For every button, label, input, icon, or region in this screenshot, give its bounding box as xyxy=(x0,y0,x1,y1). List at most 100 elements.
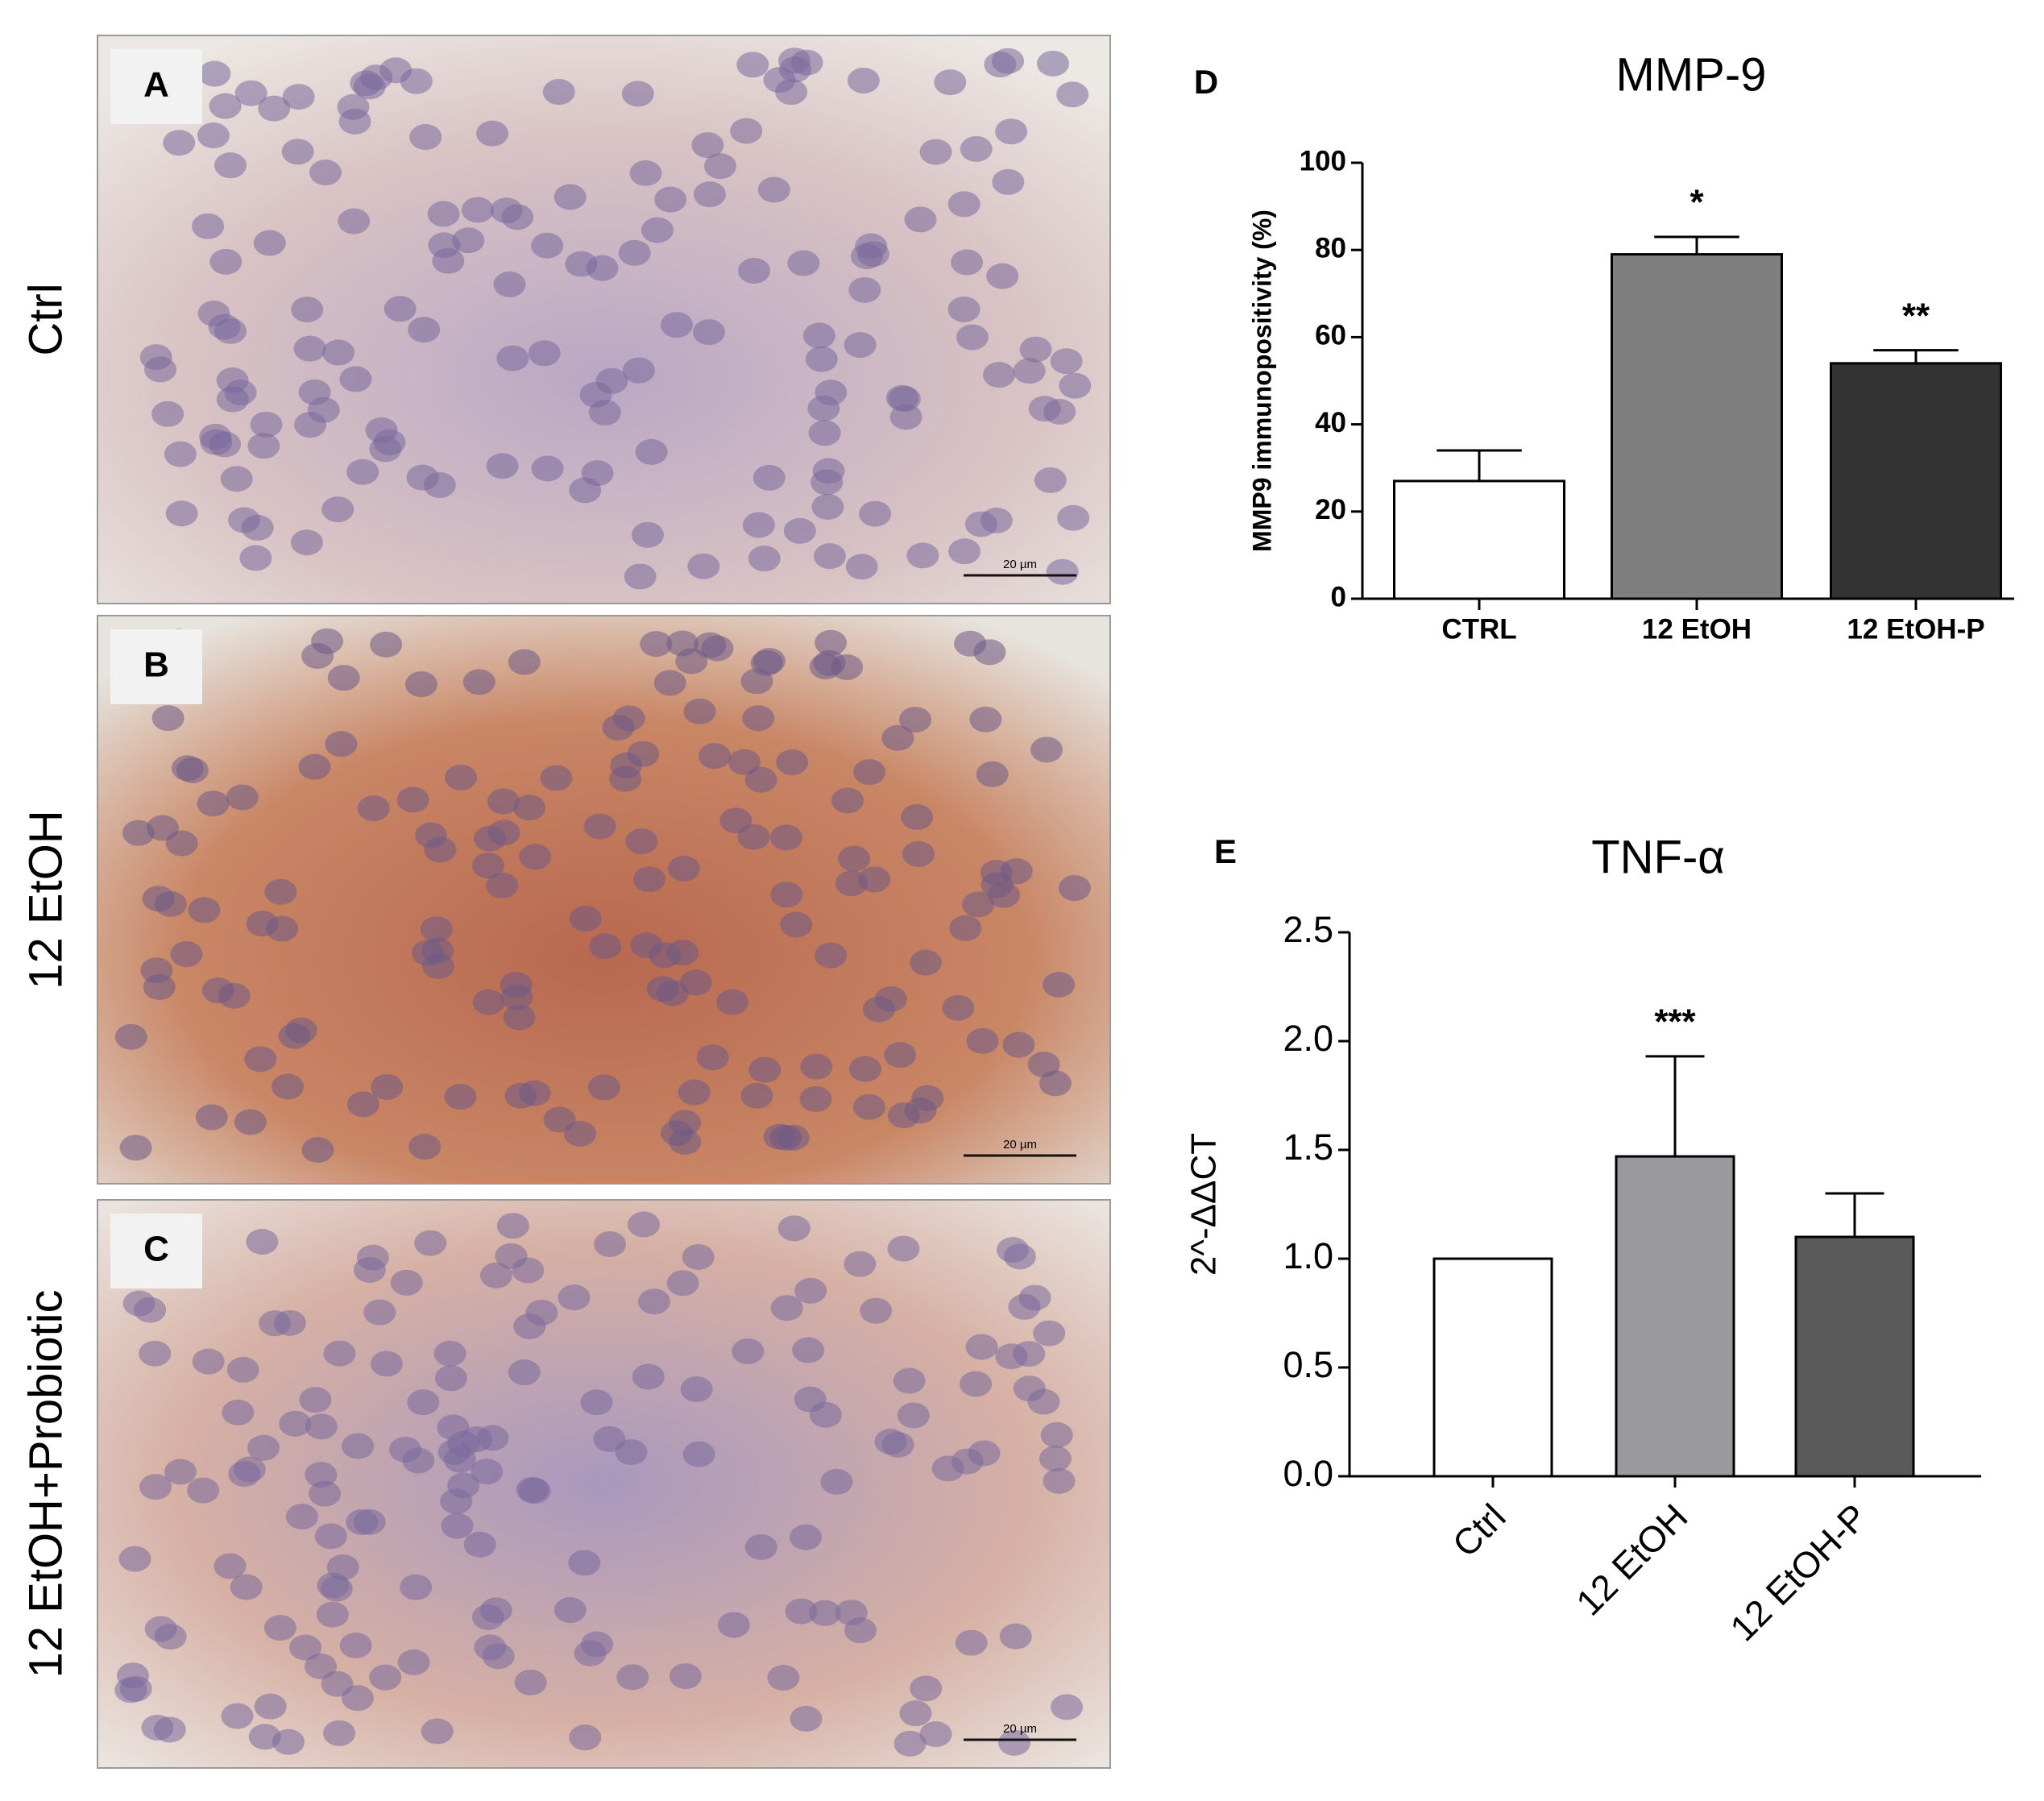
nucleus xyxy=(776,749,809,776)
nucleus xyxy=(228,1461,261,1488)
nucleus xyxy=(379,57,413,84)
nucleus xyxy=(192,213,225,239)
nucleus xyxy=(433,1340,466,1367)
nucleus xyxy=(247,1434,280,1461)
chart-title: TNF-α xyxy=(1591,831,1725,883)
nucleus xyxy=(988,882,1021,908)
nucleus xyxy=(770,1295,803,1322)
nucleus xyxy=(170,941,203,968)
nucleus xyxy=(1034,467,1067,494)
nucleus xyxy=(496,1213,529,1239)
nucleus xyxy=(114,1023,147,1050)
nucleus xyxy=(503,1004,536,1031)
nucleus xyxy=(479,1262,512,1289)
nucleus xyxy=(531,232,564,259)
scale-bar-label: 20 µm xyxy=(1003,1138,1037,1152)
nucleus xyxy=(1013,358,1046,384)
nucleus xyxy=(899,1700,932,1727)
nucleus xyxy=(291,297,324,323)
nucleus xyxy=(264,878,297,905)
nucleus xyxy=(693,181,726,208)
nucleus xyxy=(893,1730,927,1757)
nucleus xyxy=(1019,336,1052,363)
nucleus xyxy=(209,248,243,275)
nucleus xyxy=(1033,1320,1066,1347)
nucleus xyxy=(1058,875,1091,902)
nucleus xyxy=(197,122,230,149)
nucleus xyxy=(947,296,981,322)
nucleus xyxy=(815,629,848,656)
nucleus xyxy=(476,120,509,147)
row-label: 12 EtOH+Probiotic xyxy=(19,1290,72,1679)
nucleus xyxy=(151,400,184,427)
nucleus xyxy=(635,438,668,465)
nucleus xyxy=(141,1714,174,1741)
nucleus xyxy=(339,366,372,392)
nucleus xyxy=(258,95,291,122)
letter-box xyxy=(110,49,202,124)
nucleus xyxy=(687,553,720,579)
nucleus xyxy=(692,319,725,346)
nucleus xyxy=(516,1476,549,1503)
nucleus xyxy=(587,1074,620,1101)
nucleus xyxy=(954,630,987,657)
nucleus xyxy=(543,1106,576,1133)
scale-bar-label: 20 µm xyxy=(1003,1722,1037,1736)
nucleus xyxy=(847,67,880,93)
nucleus xyxy=(195,1104,228,1131)
nucleus xyxy=(794,1277,827,1304)
nucleus xyxy=(519,844,552,870)
nucleus xyxy=(146,815,179,841)
nucleus xyxy=(493,271,526,297)
nucleus xyxy=(504,1082,537,1109)
nucleus xyxy=(838,845,871,872)
nucleus xyxy=(717,1612,750,1638)
nucleus xyxy=(462,669,495,695)
nucleus xyxy=(339,1633,372,1659)
nucleus xyxy=(632,1363,665,1390)
nucleus xyxy=(602,714,635,741)
nucleus xyxy=(951,249,984,276)
nucleus xyxy=(305,1462,338,1488)
nucleus xyxy=(1040,1421,1073,1448)
nucleus xyxy=(309,160,342,186)
y-tick-label: 0.5 xyxy=(1283,1344,1333,1385)
nucleus xyxy=(964,511,997,537)
nucleus xyxy=(471,1459,504,1485)
nucleus xyxy=(496,345,529,371)
nucleus xyxy=(371,1073,404,1100)
nucleus xyxy=(346,459,379,485)
nucleus xyxy=(369,436,402,463)
nucleus xyxy=(569,477,602,504)
nucleus xyxy=(404,671,437,698)
nucleus xyxy=(216,386,249,413)
nucleus xyxy=(893,1367,926,1394)
nucleus xyxy=(201,977,234,1004)
nucleus xyxy=(862,996,895,1023)
nucleus xyxy=(1008,1293,1041,1320)
nucleus xyxy=(356,1244,389,1271)
nucleus xyxy=(998,1729,1031,1756)
nucleus xyxy=(301,1137,334,1164)
nucleus xyxy=(321,496,354,523)
nucleus xyxy=(151,705,184,732)
nucleus xyxy=(139,344,172,371)
nucleus xyxy=(919,139,952,165)
nucleus xyxy=(122,820,155,846)
nucleus xyxy=(298,379,331,405)
nucleus xyxy=(1036,50,1069,77)
significance: *** xyxy=(1654,1002,1696,1042)
nucleus xyxy=(753,648,786,674)
nucleus xyxy=(778,48,811,74)
nucleus xyxy=(461,197,494,223)
letter-box xyxy=(110,1214,202,1289)
nucleus xyxy=(777,1124,810,1151)
nucleus xyxy=(316,1601,349,1628)
nucleus xyxy=(253,230,286,256)
nucleus xyxy=(763,67,796,93)
nucleus xyxy=(553,184,587,210)
nucleus xyxy=(279,1410,312,1437)
nucleus xyxy=(122,1290,155,1317)
nucleus xyxy=(748,546,781,572)
nucleus xyxy=(1013,1376,1046,1402)
